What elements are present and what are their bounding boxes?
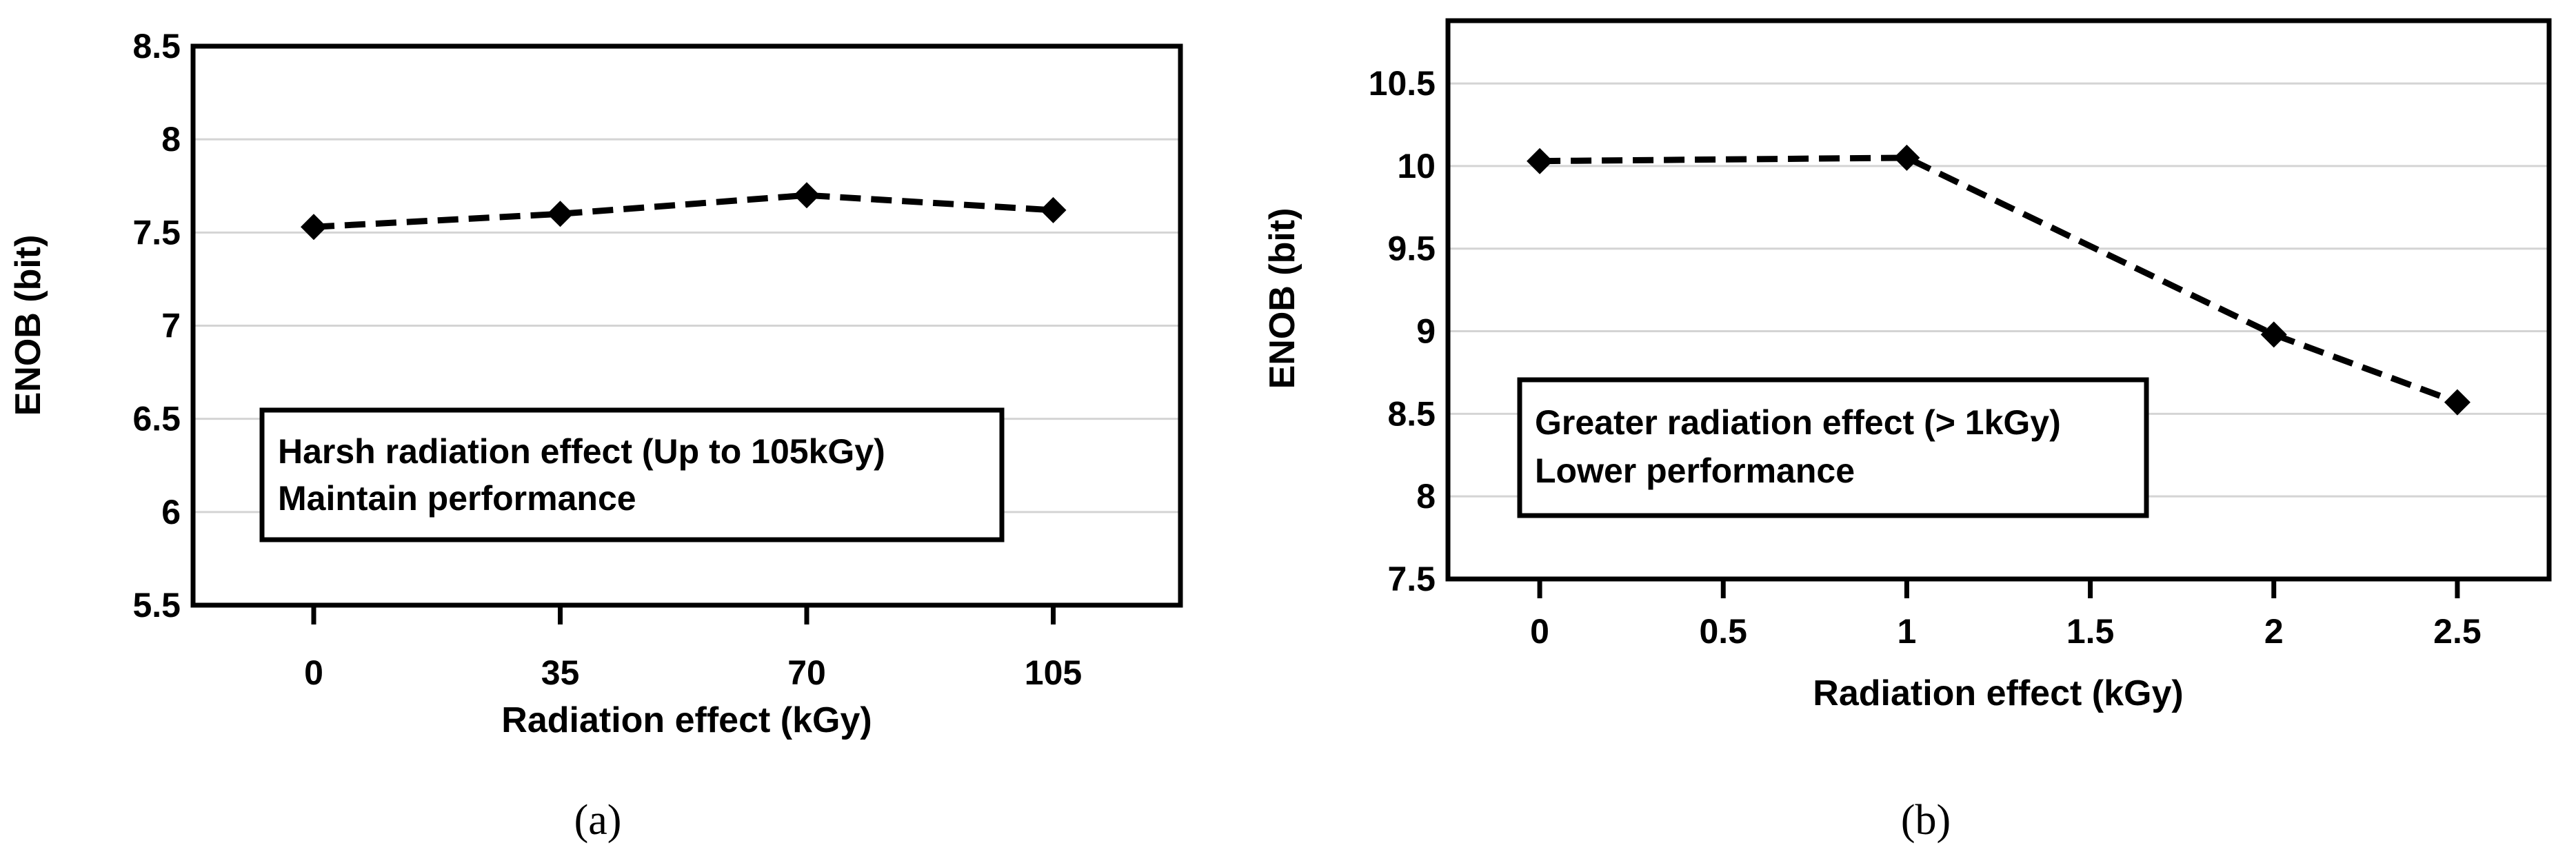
chart-b-data-point [1893,144,1920,171]
chart-a-series [301,182,1067,241]
chart-b-series [1527,144,2471,416]
chart-b-y-ticks: 7.5 8 8.5 9 9.5 10 10.5 [1369,64,1436,598]
chart-a-y-tick-label: 5.5 [132,586,181,624]
chart-b-plot-frame [1445,18,2552,582]
chart-a-y-tick-label: 6 [161,493,181,531]
chart-b-y-tick-label: 10.5 [1369,64,1436,103]
chart-b-x-tick-label: 1 [1898,612,1917,651]
chart-a-y-tick-label: 7 [161,307,181,345]
chart-b-caption: (b) [1901,797,1951,844]
chart-b: 7.5 8 8.5 9 9.5 10 10.5 0 0.5 1 1.5 2 2.5 Greater r… [1262,18,2552,844]
chart-b-x-ticks: 0 0.5 1 1.5 2 2.5 [1530,579,2482,651]
chart-a-x-tick-label: 105 [1025,653,1082,692]
chart-b-y-tick-label: 9 [1416,312,1436,351]
chart-b-y-tick-label: 10 [1397,147,1436,185]
chart-b-data-point [2444,389,2471,416]
chart-b-data-point [1527,148,1553,174]
chart-b-y-tick-label: 8.5 [1387,394,1436,433]
chart-a-x-tick-label: 0 [304,653,323,692]
chart-a-y-tick-label: 8.5 [132,27,181,65]
chart-a-y-axis-label: ENOB (bit) [8,235,48,416]
chart-b-x-tick-label: 2 [2264,612,2284,651]
chart-a-series-line [313,192,1054,230]
chart-b-data-point [2260,321,2287,348]
chart-a-x-tick-label: 70 [787,653,826,692]
chart-b-annotation-box: Greater radiation effect (> 1kGy) Lower … [1517,377,2149,518]
chart-a-annotation-line-2: Maintain performance [278,479,636,518]
chart-b-x-axis-label: Radiation effect (kGy) [1813,673,2183,713]
chart-b-x-tick-label: 0.5 [1699,612,1747,651]
chart-b-x-tick-label: 2.5 [2433,612,2482,651]
chart-a-caption: (a) [574,797,622,844]
chart-a-data-point [547,201,574,227]
chart-a-data-point [1040,196,1067,223]
chart-b-annotation-line-1: Greater radiation effect (> 1kGy) [1535,403,2061,442]
chart-b-x-tick-label: 0 [1530,612,1549,651]
chart-a-plot-frame [190,43,1183,608]
chart-a-data-point [794,182,820,209]
chart-b-y-tick-label: 9.5 [1387,230,1436,268]
chart-a-annotation-frame [259,407,1005,542]
chart-b-series-line [1540,154,2459,405]
chart-b-y-tick-label: 7.5 [1387,560,1436,598]
chart-a-annotation-box: Harsh radiation effect (Up to 105kGy) Ma… [259,407,1005,542]
chart-a-x-axis-label: Radiation effect (kGy) [501,700,872,740]
chart-a: 5.5 6 6.5 7 7.5 8 8.5 0 35 70 105 Harsh radiation… [8,27,1183,844]
chart-b-x-tick-label: 1.5 [2066,612,2115,651]
chart-a-y-tick-label: 7.5 [132,213,181,252]
chart-a-y-tick-label: 6.5 [132,400,181,438]
chart-a-x-ticks: 0 35 70 105 [304,605,1082,692]
chart-a-data-point [301,214,327,241]
chart-a-y-ticks: 5.5 6 6.5 7 7.5 8 8.5 [132,27,181,624]
chart-b-annotation-frame [1517,377,2149,518]
chart-a-x-tick-label: 35 [541,653,580,692]
chart-a-y-tick-label: 8 [161,120,181,159]
chart-a-annotation-line-1: Harsh radiation effect (Up to 105kGy) [278,432,885,471]
chart-b-annotation-line-2: Lower performance [1535,451,1855,490]
chart-b-y-tick-label: 8 [1416,477,1436,516]
chart-b-y-axis-label: ENOB (bit) [1262,208,1302,389]
